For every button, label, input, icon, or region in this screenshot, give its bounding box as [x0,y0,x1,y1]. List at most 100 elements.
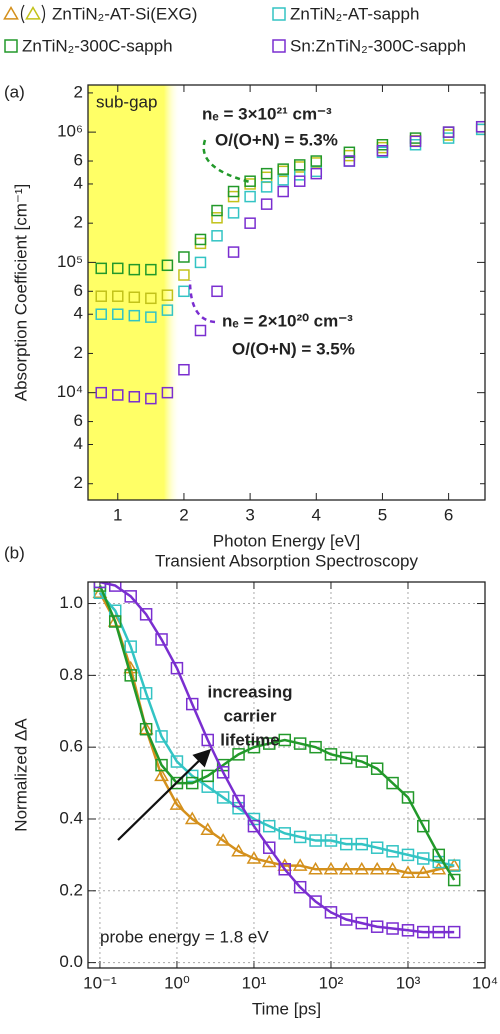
marker-square [278,863,291,876]
marker-triangle [323,861,339,875]
y-tick-label: 6 [74,281,83,300]
marker-square [95,290,107,302]
marker-square [112,308,124,320]
marker-square [128,263,141,276]
marker-square [216,791,230,804]
marker-square [343,146,356,159]
y-tick-label: 0.8 [59,665,83,684]
y-tick-label: 6 [74,151,83,170]
marker-square [263,819,276,833]
marker-square [340,837,353,851]
marker-square [155,633,168,646]
marker-triangle [338,861,354,875]
marker-square [309,834,322,847]
plot: sub-gap 1 2 3 4 5 6 2 4 6 10⁴ 2 4 6 10⁵ 2 4 6 10⁶ 2 (a) Photo… [4,82,486,550]
marker-square [211,230,223,242]
marker-square [409,132,422,144]
marker-square [260,181,273,193]
marker-square [309,740,322,754]
marker-square [155,730,168,743]
annotation: O/(O+N) = 3.5% [232,339,355,358]
marker-square [340,913,353,926]
marker-square [247,740,261,754]
marker-square [145,311,157,323]
marker-square [232,794,245,808]
marker-square [310,155,323,167]
marker-square [108,615,122,628]
marker-square [324,906,338,919]
marker-square [340,751,353,765]
marker-square [260,167,273,180]
marker-square [343,155,356,167]
y-tick-label: 2 [74,82,83,101]
marker-triangle [169,797,185,810]
x-tick-label: 10⁰ [164,973,190,992]
annotation: O/(O+N) = 5.3% [215,130,338,149]
panel-label: (b) [4,543,25,562]
marker-square [355,916,369,930]
y-tick-label: 0.0 [59,952,83,971]
y-axis-label: Normalized ΔA [11,718,30,832]
x-axis-label: Time [ps] [252,999,321,1018]
marker-square [145,392,157,405]
marker-square [194,324,207,337]
marker-square [260,198,273,210]
marker-square [447,873,461,887]
marker-square [370,920,384,933]
marker-square [278,733,291,747]
marker-triangle [215,833,231,846]
marker-square [247,819,261,833]
annotation: lifetime [220,730,280,749]
y-tick-label: 0.4 [59,808,83,827]
panel-label: (a) [4,82,25,101]
marker-square [260,171,273,184]
y-tick-label: 2 [74,343,83,362]
marker-square [170,661,184,675]
marker-square [139,687,153,700]
marker-square [417,819,430,833]
marker-square [161,259,174,272]
marker-square [216,766,230,779]
marker-square [201,733,214,747]
marker-square [178,251,190,263]
marker-triangle [431,861,447,875]
y-tick-label: 0.6 [59,737,83,756]
fit-line [98,592,455,875]
marker-square [170,776,184,790]
annotation-leader [202,139,251,184]
legend-label: ZnTiN₂-AT-sapph [290,4,419,23]
data [92,582,462,939]
marker-square [355,837,369,851]
marker-square [401,791,415,804]
marker-square [442,129,455,141]
marker-square [227,185,240,198]
marker-triangle [400,865,416,879]
marker-square [386,845,399,858]
marker-square [442,132,455,144]
marker-square [277,185,289,198]
annotation-leader [188,279,216,324]
marker-triangle [354,861,370,875]
marker-triangle [246,851,262,864]
marker-square [145,292,157,305]
y-tick-label: 10⁶ [57,122,83,141]
annotation: nₑ = 3×10²¹ cm⁻³ [202,104,332,123]
y-tick-label: 10⁵ [57,252,83,271]
x-tick-label: 10¹ [242,973,267,992]
marker-square [112,262,124,275]
marker-square [417,852,430,865]
marker-square [161,386,174,399]
y-tick-label: 0.2 [59,880,83,899]
legend-label: ZnTiN₂-300C-sapph [22,36,173,55]
marker-square [178,363,190,376]
annotation-arrow [117,748,212,841]
marker-square [293,880,307,894]
marker-square [170,755,184,768]
plot-frame [87,84,486,501]
annotation: nₑ = 2×10²⁰ cm⁻³ [222,311,353,330]
marker-square [432,848,446,862]
x-tick-label: 10⁻¹ [83,973,117,992]
marker-square [95,308,107,320]
marker-square [442,126,455,138]
